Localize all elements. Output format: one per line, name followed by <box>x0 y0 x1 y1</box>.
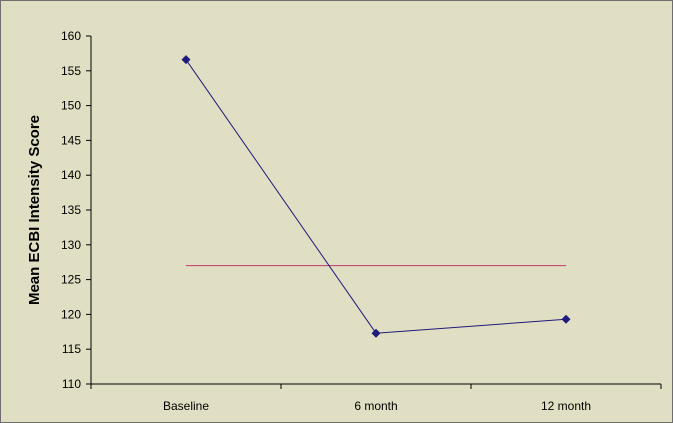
y-axis-ticks: 110 115 120 125 130 135 140 145 150 155 160 <box>61 29 91 391</box>
data-point-marker <box>371 328 381 338</box>
y-axis-title: Mean ECBI Intensity Score <box>26 115 43 305</box>
y-tick-label: 120 <box>61 307 81 321</box>
y-tick-label: 130 <box>61 238 81 252</box>
data-point-marker <box>561 314 571 324</box>
y-tick-label: 145 <box>61 133 81 147</box>
y-tick-label: 135 <box>61 203 81 217</box>
y-tick-label: 155 <box>61 64 81 78</box>
y-tick-label: 140 <box>61 168 81 182</box>
x-tick-label: Baseline <box>163 399 209 413</box>
x-axis-ticks: Baseline 6 month 12 month <box>90 384 662 413</box>
y-tick-label: 160 <box>61 29 81 43</box>
x-tick-label: 12 month <box>541 399 591 413</box>
series-group <box>181 55 571 338</box>
y-tick-label: 150 <box>61 99 81 113</box>
x-tick-label: 6 month <box>354 399 397 413</box>
axes: 110 115 120 125 130 135 140 145 150 155 160 Baseli… <box>61 29 662 413</box>
y-tick-label: 125 <box>61 273 81 287</box>
y-tick-label: 115 <box>62 342 81 356</box>
data-point-marker <box>181 55 191 65</box>
y-tick-label: 110 <box>62 377 81 391</box>
